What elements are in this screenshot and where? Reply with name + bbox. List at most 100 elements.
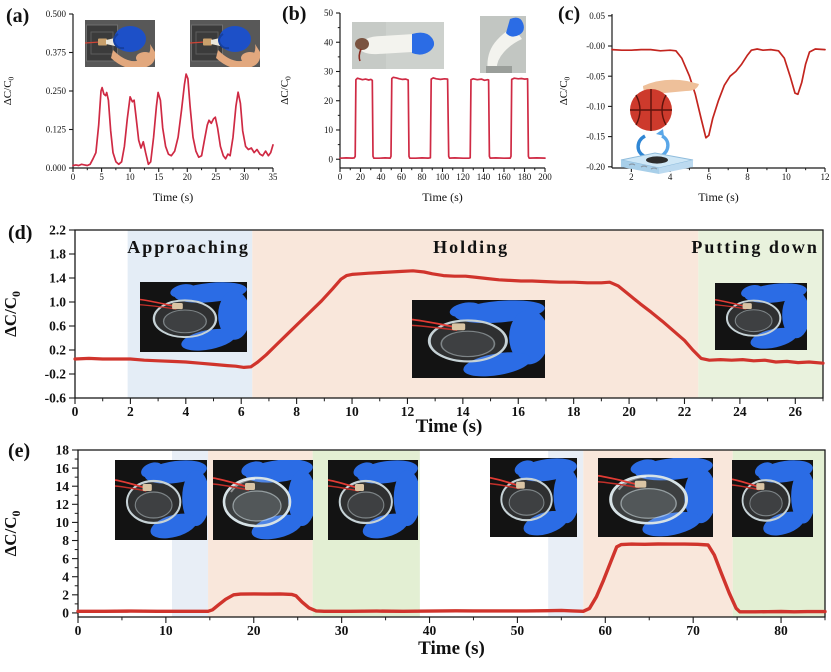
svg-text:15: 15 [154,172,164,182]
svg-text:1.0: 1.0 [49,295,66,310]
svg-text:-0.20: -0.20 [586,162,605,172]
svg-text:6: 6 [707,172,712,182]
svg-text:5: 5 [99,172,104,182]
svg-text:60: 60 [397,172,407,182]
svg-text:40: 40 [324,37,334,47]
svg-text:30: 30 [240,172,250,182]
svg-text:Time (s): Time (s) [153,190,194,204]
panel-b-label: (b) [282,3,307,25]
svg-text:Putting down: Putting down [691,237,819,257]
panel-a-label: (a) [6,5,30,27]
svg-text:200: 200 [538,172,552,182]
svg-text:8: 8 [293,404,300,419]
svg-text:70: 70 [686,623,700,638]
svg-text:14: 14 [56,479,70,494]
svg-text:14: 14 [456,404,470,419]
svg-text:140: 140 [477,172,491,182]
inset-photo-dish-lift-2 [598,458,713,537]
svg-text:35: 35 [269,172,278,182]
panel-e-label: (e) [8,440,31,462]
svg-text:0.125: 0.125 [46,125,67,135]
inset-photo-holding-dish [412,300,545,378]
inset-illustration-basketball-sensor [615,76,699,174]
svg-text:1.8: 1.8 [49,247,66,262]
panel-e: 0 10 20 30 40 50 60 70 80 0 2 4 6 8 10 12 14 16 18 Time (s)… [0,436,831,672]
panel-d: 0 2 4 6 8 10 12 14 16 18 20 22 24 26 -0.6 -0.2 0.2 0.6 1.0… [0,210,831,437]
svg-text:80: 80 [418,172,428,182]
svg-text:180: 180 [518,172,532,182]
svg-text:0: 0 [62,606,69,621]
svg-text:0: 0 [71,172,76,182]
svg-text:-0.10: -0.10 [586,102,605,112]
inset-photo-squeeze-bulb-2 [190,20,260,67]
svg-text:10: 10 [345,404,359,419]
panel-b: 0 20 40 60 80 100 120 140 160 180 200 0 10 20 30 40 50 Ti… [278,0,555,207]
svg-text:16: 16 [512,404,526,419]
svg-text:20: 20 [183,172,193,182]
svg-text:120: 120 [456,172,470,182]
inset-photo-dish-water-2 [490,458,577,537]
svg-text:-0.00: -0.00 [586,41,605,51]
svg-text:2.2: 2.2 [49,223,66,238]
svg-text:10: 10 [126,172,136,182]
svg-text:30: 30 [335,623,349,638]
svg-text:26: 26 [789,404,803,419]
svg-text:20: 20 [356,172,366,182]
svg-text:8: 8 [62,533,69,548]
svg-text:22: 22 [678,404,692,419]
panel-c-label: (c) [558,3,581,25]
svg-text:2: 2 [127,404,134,419]
svg-text:6: 6 [62,551,69,566]
svg-text:0: 0 [338,172,343,182]
svg-text:12: 12 [401,404,415,419]
svg-text:0: 0 [75,623,82,638]
svg-text:Time (s): Time (s) [422,190,463,204]
svg-text:0.375: 0.375 [46,48,67,58]
svg-text:4: 4 [62,569,69,584]
svg-text:8: 8 [745,172,750,182]
svg-text:50: 50 [511,623,525,638]
svg-text:40: 40 [423,623,437,638]
svg-text:60: 60 [599,623,613,638]
svg-text:Approaching: Approaching [127,237,250,257]
svg-text:6: 6 [238,404,245,419]
inset-photo-squeeze-bulb-1 [85,20,155,67]
svg-text:0.2: 0.2 [49,343,66,358]
svg-text:25: 25 [211,172,221,182]
svg-text:10: 10 [324,125,334,135]
svg-text:0.000: 0.000 [46,163,67,173]
svg-text:ΔC/C0: ΔC/C0 [558,76,571,105]
inset-photo-arm-bent [480,16,526,73]
svg-text:4: 4 [668,172,673,182]
svg-text:4: 4 [182,404,189,419]
svg-text:50: 50 [324,8,334,18]
svg-text:ΔC/C0: ΔC/C0 [1,510,23,556]
svg-text:-0.05: -0.05 [586,71,605,81]
svg-text:160: 160 [497,172,511,182]
svg-text:0.500: 0.500 [46,9,67,19]
panel-d-label: (d) [8,222,33,244]
inset-photo-dish-grip-1 [213,460,313,540]
svg-text:10: 10 [56,515,70,530]
svg-text:0: 0 [329,154,334,164]
svg-text:0.05: 0.05 [589,11,605,21]
svg-text:Time (s): Time (s) [698,190,739,204]
svg-text:30: 30 [324,67,334,77]
svg-text:40: 40 [377,172,387,182]
svg-text:12: 12 [821,172,830,182]
svg-text:10: 10 [159,623,173,638]
svg-text:80: 80 [774,623,788,638]
inset-photo-putting-down-dish [715,283,807,350]
svg-text:24: 24 [733,404,747,419]
svg-text:-0.2: -0.2 [45,367,67,382]
svg-text:0.250: 0.250 [46,86,67,96]
inset-photo-arm-straight [352,22,444,69]
svg-text:Holding: Holding [433,237,509,257]
panel-a: 0 5 10 15 20 25 30 35 0.000 0.125 0.250 0.375 0.500 T… [0,0,278,207]
chart-a-bulb-press-response: 0 5 10 15 20 25 30 35 0.000 0.125 0.250 0.375 0.500 T… [0,0,278,207]
svg-text:20: 20 [324,96,334,106]
svg-text:Time (s): Time (s) [418,638,485,659]
svg-text:18: 18 [56,443,70,458]
svg-text:ΔC/C0: ΔC/C0 [1,291,23,337]
